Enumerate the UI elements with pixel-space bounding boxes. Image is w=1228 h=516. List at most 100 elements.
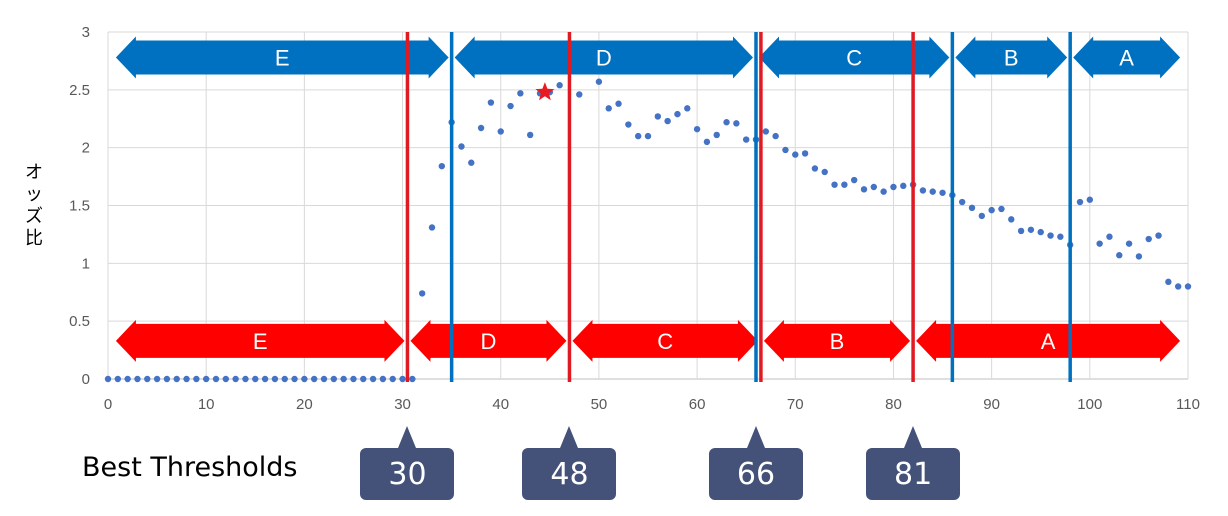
grid [107,31,1189,380]
data-point [1106,233,1113,240]
data-point [517,90,524,97]
data-point [202,375,210,383]
data-point [958,198,966,206]
data-point [1174,283,1182,290]
data-point [1135,253,1143,260]
data-point [114,375,122,383]
data-point [850,176,858,184]
data-point [1145,235,1152,243]
data-point [330,375,338,383]
band-arrow [763,319,911,362]
y-tick-label: 2.5 [69,82,90,99]
data-point [1047,232,1054,239]
data-point [340,375,347,383]
data-point [723,119,730,126]
data-point [742,136,750,143]
data-point [988,206,995,214]
data-point [487,99,495,106]
data-point [379,375,387,383]
threshold-callout: 81 [866,426,961,500]
data-point [144,375,151,383]
y-tick-label: 3 [82,24,90,41]
data-point [831,181,838,188]
data-point [1184,283,1192,290]
data-point [860,186,868,193]
data-point [1155,232,1162,239]
data-point [1008,216,1015,223]
data-point [399,375,406,383]
data-point [163,375,171,383]
data-point [1086,196,1094,203]
data-point [703,138,711,146]
data-point [929,188,936,195]
band-arrow [572,319,758,362]
x-tick-label: 30 [394,396,411,413]
data-point [939,189,946,196]
data-point [389,375,396,383]
data-point [713,131,720,139]
data-point [497,128,504,135]
y-axis-tick-labels: 0 0.5 1 1.5 2 2.5 3 [69,24,90,388]
threshold-callout: 48 [522,426,617,500]
x-tick-label: 90 [983,396,1000,413]
threshold-callout: 30 [360,426,455,500]
x-tick-label: 10 [198,396,215,413]
data-point [693,125,701,133]
data-point [556,82,563,89]
star-marker [535,82,555,101]
data-point [890,183,897,191]
data-point [468,159,475,166]
data-point [733,120,740,127]
band-label: A [1119,45,1134,70]
data-point [1125,240,1133,247]
y-tick-label: 2 [82,140,90,157]
data-point [320,375,328,383]
data-point [428,224,436,231]
data-point [674,110,681,118]
data-point [261,375,269,383]
band-arrow [759,36,950,79]
data-point [310,375,318,383]
data-point [1027,226,1035,233]
data-point [458,143,465,150]
threshold-callout: 66 [709,426,803,500]
y-tick-label: 1.5 [69,198,90,215]
data-point [792,151,799,158]
data-point [880,188,887,195]
category-bands: E D C B A E D C B A [115,36,1181,362]
band-label: E [253,329,268,354]
x-tick-label: 0 [104,396,112,413]
data-point [232,375,239,383]
data-point [998,205,1005,213]
data-point [134,375,141,383]
data-point [418,290,426,297]
data-point [772,132,779,140]
data-point [281,375,288,383]
data-point [1165,278,1172,286]
data-point [782,146,789,154]
band-arrow [454,36,753,79]
band-label: E [275,45,290,70]
data-point [242,375,249,383]
data-point [153,375,161,383]
data-point [801,150,809,157]
data-point [1116,252,1123,259]
data-point [222,375,230,383]
data-point [173,375,180,383]
data-point [477,124,485,132]
data-point [1037,228,1044,236]
data-point [301,375,308,383]
band-arrow [916,319,1181,362]
data-point [664,117,671,125]
band-label: D [481,329,497,354]
band-arrow [115,319,405,362]
band-label: D [596,45,612,70]
data-point [968,204,976,212]
data-point [1057,233,1064,240]
data-point [350,375,357,383]
x-tick-label: 20 [296,396,313,413]
data-point [762,128,770,135]
data-point [212,375,220,383]
band-label: C [846,45,862,70]
data-point [1017,227,1025,235]
